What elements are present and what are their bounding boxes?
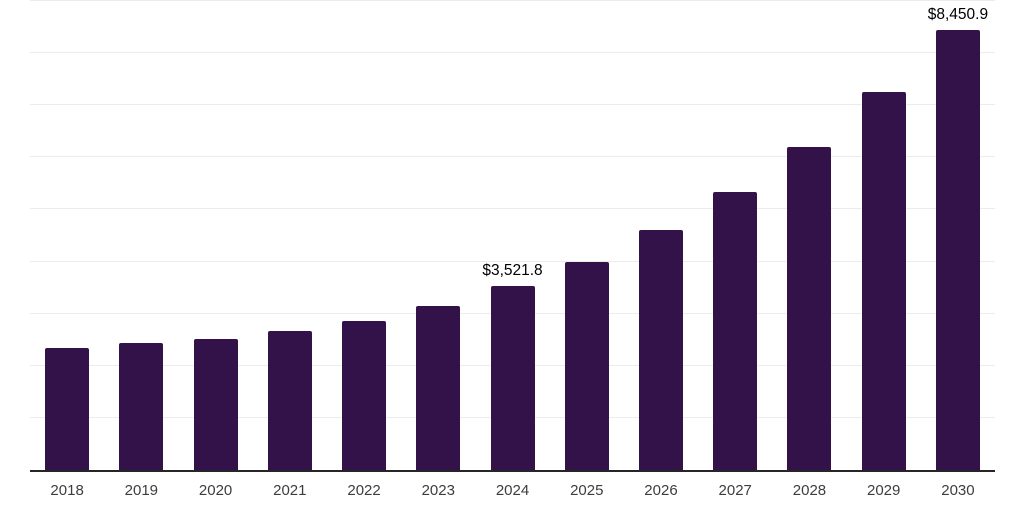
bar-slot-2027 xyxy=(698,1,772,470)
bar-2029 xyxy=(861,91,906,470)
bar-value-label-2030: $8,450.9 xyxy=(927,5,989,23)
bar-slot-2020 xyxy=(178,1,252,470)
gridline-6000 xyxy=(30,156,995,158)
bars-row: $3,521.8 $8,450.9 xyxy=(30,1,995,470)
bar-2028 xyxy=(787,146,832,470)
x-label-2023: 2023 xyxy=(421,482,455,499)
x-label-2022: 2022 xyxy=(347,482,381,499)
gridline-9000 xyxy=(30,0,995,1)
bar-2020 xyxy=(193,338,238,470)
bar-2019 xyxy=(119,343,164,470)
bar-slot-2018 xyxy=(30,1,104,470)
gridline-7000 xyxy=(30,104,995,106)
x-label-2028: 2028 xyxy=(792,482,827,499)
bar-2030 xyxy=(935,29,980,470)
bar-slot-2026 xyxy=(624,1,698,470)
bar-slot-2025 xyxy=(550,1,624,470)
bar-2022 xyxy=(342,320,387,470)
gridline-8000 xyxy=(30,52,995,54)
x-label-2029: 2029 xyxy=(867,482,901,499)
bar-slot-2028 xyxy=(772,1,846,470)
bar-value-label-2024: $3,521.8 xyxy=(482,262,543,280)
bar-slot-2024: $3,521.8 xyxy=(475,1,549,470)
x-label-2018: 2018 xyxy=(50,482,84,499)
bar-slot-2019 xyxy=(104,1,178,470)
x-label-2021: 2021 xyxy=(273,482,307,499)
bar-slot-2022 xyxy=(327,1,401,470)
x-label-2027: 2027 xyxy=(718,482,752,499)
gridline-5000 xyxy=(30,208,995,210)
bar-2023 xyxy=(416,306,461,470)
bar-slot-2023 xyxy=(401,1,475,470)
bar-2027 xyxy=(713,192,758,470)
bar-2024 xyxy=(490,286,535,470)
x-axis-labels: 2018 2019 2020 2021 2022 2023 2024 2025 2026 2027… xyxy=(30,480,995,501)
bar-slot-2021 xyxy=(253,1,327,470)
x-label-2026: 2026 xyxy=(644,482,678,499)
plot-area: $3,521.8 $8,450.9 xyxy=(30,0,995,472)
bar-slot-2029 xyxy=(847,1,921,470)
x-label-2030: 2030 xyxy=(941,482,975,499)
bar-slot-2030: $8,450.9 xyxy=(921,1,995,470)
x-label-2019: 2019 xyxy=(124,482,159,499)
bar-2021 xyxy=(267,331,312,470)
bar-2025 xyxy=(564,261,609,470)
x-label-2025: 2025 xyxy=(570,482,604,499)
x-label-2020: 2020 xyxy=(198,482,233,499)
bar-2018 xyxy=(45,348,90,470)
bar-2026 xyxy=(638,230,683,470)
x-label-2024: 2024 xyxy=(495,482,530,499)
gridline-4000 xyxy=(30,260,995,262)
